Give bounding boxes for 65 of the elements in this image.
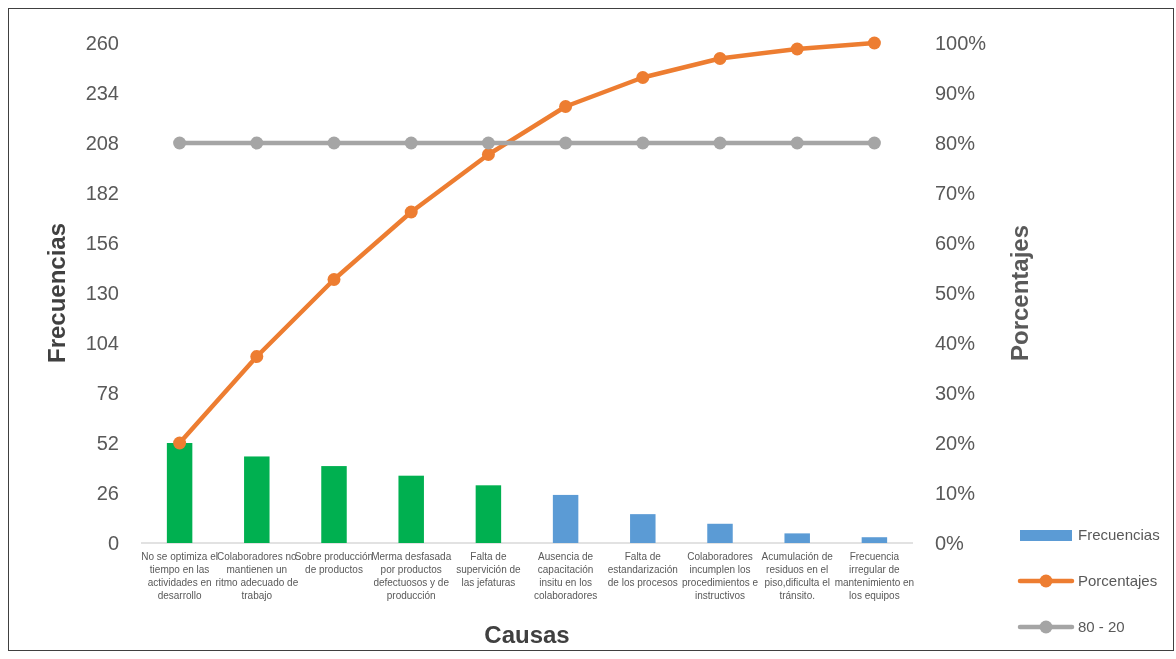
point xyxy=(173,436,187,450)
point xyxy=(173,136,187,150)
point xyxy=(327,273,341,286)
point xyxy=(636,71,650,84)
y2-tick-label: 80% xyxy=(935,132,976,154)
bar xyxy=(707,523,733,543)
point xyxy=(713,52,727,65)
y-tick-label: 182 xyxy=(85,182,119,204)
y-tick-label: 52 xyxy=(96,432,119,454)
y-tick-label: 130 xyxy=(85,282,119,304)
legend-label: Porcentajes xyxy=(1078,572,1158,590)
x-axis-title: Causas xyxy=(484,621,570,648)
y-tick-label: 260 xyxy=(85,32,119,54)
bar xyxy=(398,475,424,543)
point xyxy=(867,36,881,50)
y-tick-label: 26 xyxy=(96,482,119,504)
point xyxy=(250,136,264,150)
point xyxy=(867,136,881,150)
legend-label: 80 - 20 xyxy=(1078,618,1125,636)
bar xyxy=(475,485,502,543)
x-tick-label: Falta de estandarización de los procesos xyxy=(607,551,678,588)
y2-tick-label: 90% xyxy=(935,82,976,104)
point xyxy=(559,136,573,150)
x-tick-label: Frecuencia irregular de mantenimiento en los equipos xyxy=(834,551,915,601)
bar xyxy=(244,456,270,543)
x-tick-label: Acumulación de residuos en el piso,dificulta el tránsito. xyxy=(761,551,834,601)
y2-tick-label: 20% xyxy=(935,432,976,454)
point xyxy=(404,205,418,219)
point xyxy=(559,100,573,113)
point xyxy=(481,148,495,161)
legend-label: Frecuencias xyxy=(1078,526,1160,544)
y-tick-label: 156 xyxy=(85,232,119,254)
y-tick-label: 0 xyxy=(107,532,119,554)
y2-tick-label: 10% xyxy=(935,482,976,504)
y2-tick-label: 0% xyxy=(935,532,965,554)
y-tick-label: 78 xyxy=(96,382,119,404)
point xyxy=(481,136,495,150)
bar xyxy=(552,494,579,543)
point xyxy=(790,136,804,150)
y2-tick-label: 100% xyxy=(935,32,987,54)
bar xyxy=(321,466,347,543)
y-tick-label: 104 xyxy=(85,332,119,354)
point xyxy=(713,136,727,150)
point xyxy=(250,350,264,363)
y-tick-label: 234 xyxy=(85,82,119,104)
y2-tick-label: 30% xyxy=(935,382,976,404)
point xyxy=(790,42,804,56)
y-axis-title: Frecuencias xyxy=(43,222,70,364)
y-tick-label: 208 xyxy=(85,132,119,154)
y2-axis-title: Porcentajes xyxy=(1006,224,1033,362)
x-tick-label: Falta de supervición de las jefaturas xyxy=(456,551,522,588)
bar xyxy=(784,533,810,543)
x-tick-label: Colaboradores incumplen los procedimientos e instructivos xyxy=(681,551,759,601)
bar xyxy=(166,443,193,543)
bar xyxy=(861,537,888,543)
point xyxy=(404,136,418,150)
x-tick-label: Ausencia de capacitación insitu en los colaboradores xyxy=(533,551,598,601)
bar xyxy=(630,514,656,543)
y2-tick-label: 70% xyxy=(935,182,976,204)
x-tick-label: Merma desfasada por productos defectuosos y de producción xyxy=(371,551,452,601)
point xyxy=(327,136,341,150)
point xyxy=(636,136,650,150)
y2-tick-label: 60% xyxy=(935,232,976,254)
y2-tick-label: 40% xyxy=(935,332,976,354)
y2-tick-label: 50% xyxy=(935,282,976,304)
